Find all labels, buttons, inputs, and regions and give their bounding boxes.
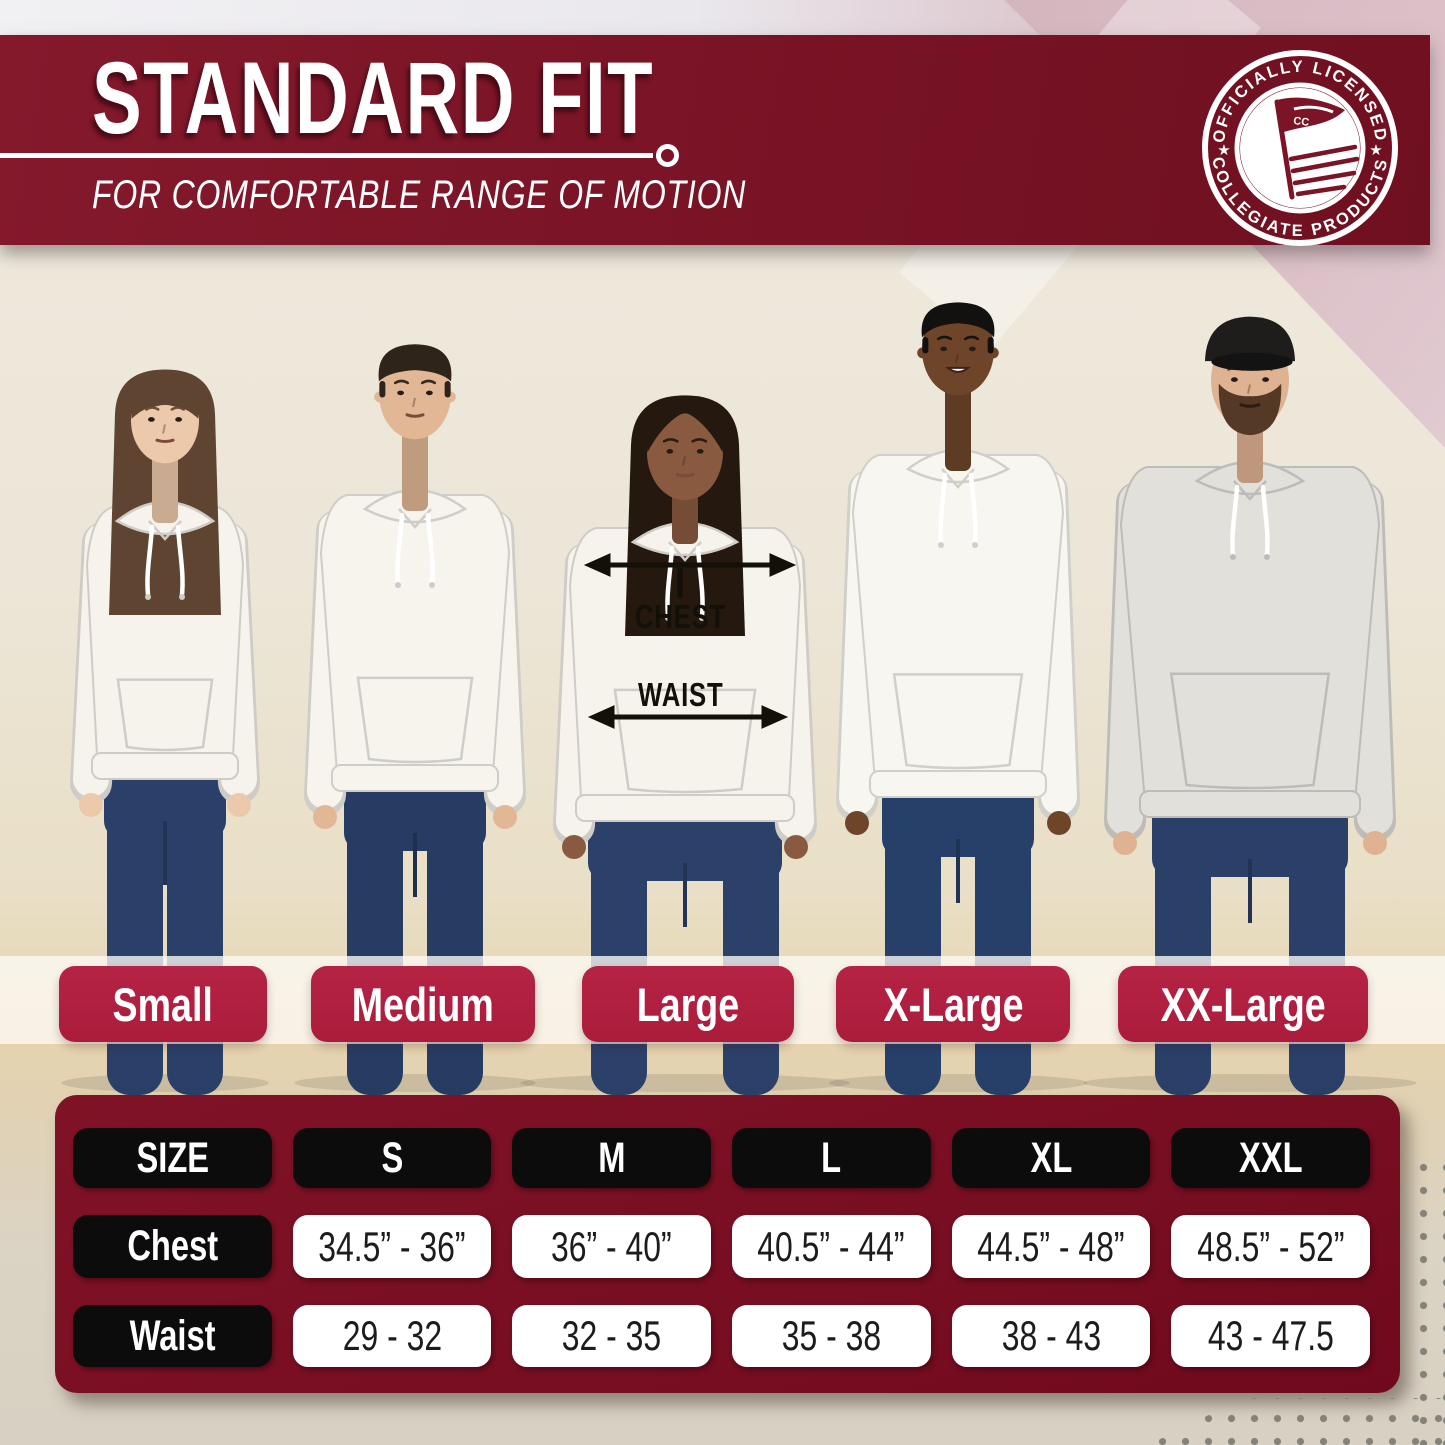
table-cell: 29 - 32 [292,1305,492,1367]
table-header-cell-text: M [598,1133,626,1182]
table-header-cell-text: L [821,1133,842,1182]
table-header-cell-text: S [381,1133,403,1182]
page-title: STANDARD FIT [92,41,655,155]
title-underline-ring [656,144,679,167]
page-subtitle: FOR COMFORTABLE RANGE OF MOTION [92,173,747,217]
size-table: SIZE S M L XL XXL Chest 34.5” - 36” 36” - 40” 40.… [55,1095,1400,1393]
size-ribbon-label: Large [636,977,740,1031]
table-cell-text: 32 - 35 [561,1312,662,1359]
table-cell: 48.5” - 52” [1171,1215,1370,1278]
measurement-arrows [583,553,797,729]
size-ribbon-label: Medium [351,977,495,1031]
size-ribbon-large: Large [582,966,794,1042]
table-row-label-text: Chest [126,1222,218,1270]
table-cell-text: 36” - 40” [551,1222,672,1270]
table-cell-text: 35 - 38 [781,1312,882,1359]
table-header-cell: L [732,1128,931,1188]
badge-stripes [1288,144,1360,197]
header-banner: STANDARD FIT FOR COMFORTABLE RANGE OF MO… [0,35,1430,245]
size-ribbon-medium: Medium [311,966,535,1042]
table-cell-text: 48.5” - 52” [1197,1222,1345,1270]
table-cell-text: 34.5” - 36” [318,1222,466,1270]
table-header-cell-text: SIZE [136,1133,209,1182]
badge-pennant-flag: CC [1274,97,1360,200]
table-header-cell: XL [951,1128,1151,1188]
table-cell: 44.5” - 48” [951,1215,1151,1278]
size-ribbon-xx-large: XX-Large [1118,966,1368,1042]
officially-licensed-badge: OFFICIALLY LICENSED COLLEGIATE PRODUCTS … [1202,50,1398,246]
badge-star-right: ★ [1369,142,1382,159]
title-underline [0,153,653,158]
halftone-dots-right [1406,1150,1445,1445]
table-cell: 40.5” - 44” [732,1215,931,1278]
table-cell: 32 - 35 [512,1305,711,1367]
badge-monogram: CC [1293,115,1310,129]
table-header-cell: SIZE [73,1128,272,1188]
table-cell: 36” - 40” [512,1215,711,1278]
table-cell-text: 29 - 32 [342,1312,442,1359]
table-cell-text: 38 - 43 [1001,1312,1101,1359]
table-cell-text: 43 - 47.5 [1207,1312,1334,1359]
waist-arrow [587,705,789,729]
size-ribbon-label: XX-Large [1160,977,1326,1031]
size-ribbon-label: Small [112,977,214,1031]
table-header-cell-text: XL [1030,1133,1072,1182]
halftone-dots-bottom [1148,1398,1445,1445]
size-ribbon-small: Small [59,966,267,1042]
table-row-label: Waist [73,1305,272,1367]
badge-outer-ring [1202,50,1398,246]
table-cell: 38 - 43 [951,1305,1151,1367]
table-row-label-text: Waist [129,1311,216,1360]
table-cell: 35 - 38 [732,1305,931,1367]
table-cell: 34.5” - 36” [292,1215,492,1278]
size-ribbon-x-large: X-Large [836,966,1070,1042]
chest-arrow [583,553,797,598]
size-ribbon-label: X-Large [883,977,1023,1031]
waist-measure-label: WAIST [637,676,724,713]
table-header-cell: S [292,1128,492,1188]
badge-star-left: ★ [1217,142,1230,159]
table-cell: 43 - 47.5 [1171,1305,1370,1367]
table-header-cell-text: XXL [1238,1133,1303,1182]
table-header-cell: XXL [1171,1128,1370,1188]
table-row-label: Chest [73,1215,272,1278]
table-cell-text: 44.5” - 48” [977,1222,1125,1270]
table-header-cell: M [512,1128,711,1188]
chest-measure-label: CHEST [634,598,727,635]
table-cell-text: 40.5” - 44” [757,1222,905,1270]
badge-inner-ring [1234,82,1366,214]
